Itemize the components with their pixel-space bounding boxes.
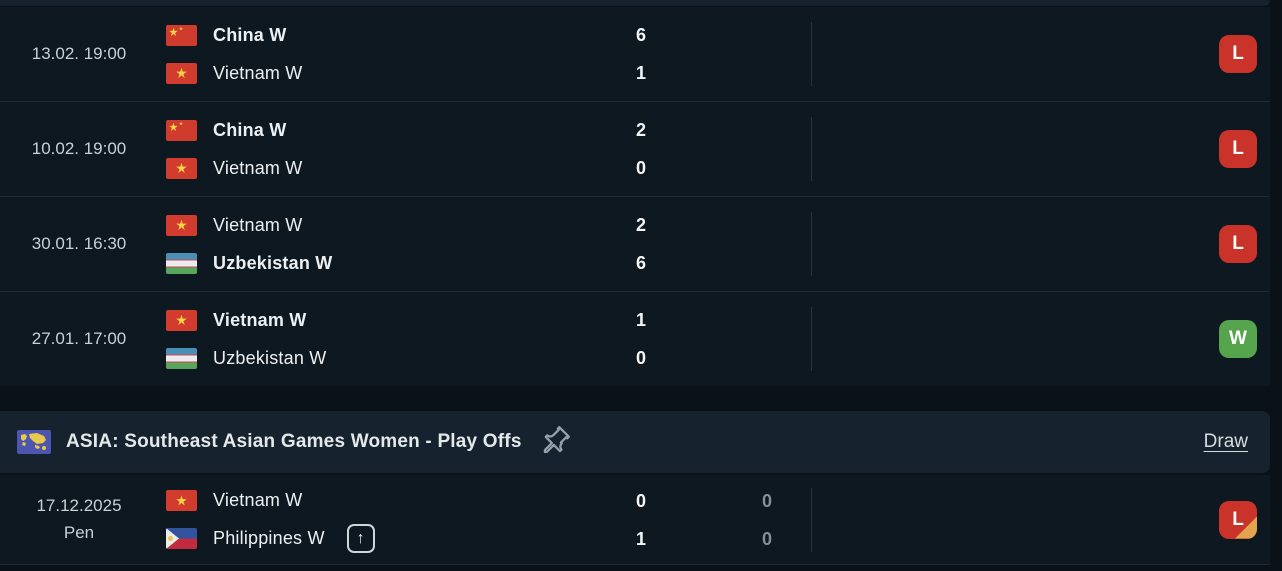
away-team-name: Uzbekistan W (213, 252, 333, 273)
home-team-name: Vietnam W (213, 490, 303, 510)
away-team-line: Vietnam W (166, 156, 611, 180)
away-secondary-score: 0 (761, 528, 772, 549)
result-column: L (812, 35, 1270, 73)
match-date: 10.02. 19:00 (31, 138, 127, 158)
pin-icon[interactable] (536, 424, 572, 460)
away-team-flag-icon (166, 528, 197, 549)
result-badge[interactable]: L (1219, 500, 1257, 539)
score-divider (811, 487, 812, 552)
away-score: 6 (635, 253, 646, 273)
home-score: 6 (635, 25, 646, 45)
results-list: 13.02. 19:00 China W Vietnam W 6 1 (0, 7, 1270, 386)
home-score: 1 (635, 310, 646, 330)
secondary-score-column (671, 332, 811, 346)
away-score: 1 (635, 528, 646, 549)
secondary-score-column: 0 0 (671, 489, 811, 551)
result-badge[interactable]: L (1219, 225, 1257, 263)
away-team-line: Philippines W ↑ (166, 524, 611, 553)
teams-column: Vietnam W Philippines W ↑ (158, 489, 611, 553)
teams-column: Vietnam W Uzbekistan W (158, 308, 611, 370)
secondary-score-column (671, 237, 811, 251)
away-team-name: Vietnam W (213, 62, 303, 83)
away-score: 1 (635, 63, 646, 83)
away-team-name: Philippines W (213, 528, 325, 548)
result-column: W (812, 320, 1270, 358)
away-team-flag-icon (166, 347, 197, 369)
result-badge[interactable]: L (1219, 35, 1257, 73)
home-team-line: China W (166, 23, 611, 47)
home-score: 0 (635, 490, 646, 511)
result-badge[interactable]: W (1219, 320, 1257, 358)
away-team-flag-icon (166, 252, 197, 274)
teams-column: China W Vietnam W (158, 23, 611, 85)
result-column: L (812, 130, 1270, 168)
draw-link[interactable]: Draw (1203, 431, 1248, 452)
home-score: 2 (635, 215, 646, 235)
home-team-flag-icon (166, 24, 197, 46)
home-team-flag-icon (166, 490, 197, 511)
home-team-flag-icon (166, 309, 197, 331)
teams-column: Vietnam W Uzbekistan W (158, 213, 611, 275)
score-divider (811, 22, 812, 86)
away-team-line: Uzbekistan W (166, 251, 611, 275)
score-divider (811, 307, 812, 371)
teams-column: China W Vietnam W (158, 118, 611, 180)
home-team-name: Vietnam W (213, 214, 303, 235)
section-gap (0, 386, 1282, 411)
league-title[interactable]: ASIA: Southeast Asian Games Women - Play… (66, 431, 522, 452)
away-team-flag-icon (166, 62, 197, 84)
away-score: 0 (635, 158, 646, 178)
match-date: 13.02. 19:00 (31, 43, 127, 63)
match-date: 27.01. 17:00 (31, 328, 127, 348)
home-team-name: China W (213, 119, 287, 140)
home-secondary-score: 0 (761, 490, 772, 511)
score-column: 2 6 (611, 213, 671, 275)
result-badge[interactable]: L (1219, 130, 1257, 168)
home-team-line: Vietnam W (166, 308, 611, 332)
score-column: 6 1 (611, 23, 671, 85)
result-column: L (812, 500, 1270, 539)
away-team-name: Vietnam W (213, 157, 303, 178)
asia-globe-icon (17, 430, 51, 454)
match-row[interactable]: 13.02. 19:00 China W Vietnam W 6 1 (0, 7, 1270, 101)
match-row[interactable]: 30.01. 16:30 Vietnam W Uzbekistan W 2 6 (0, 196, 1270, 291)
score-divider (811, 117, 812, 181)
match-date: 17.12.2025 Pen (0, 493, 158, 546)
home-score: 2 (635, 120, 646, 140)
score-column: 2 0 (611, 118, 671, 180)
home-team-name: China W (213, 24, 287, 45)
match-row[interactable]: 27.01. 17:00 Vietnam W Uzbekistan W 1 0 (0, 291, 1270, 386)
up-arrow-promoted-icon: ↑ (346, 524, 375, 553)
home-team-line: Vietnam W (166, 489, 611, 513)
home-team-name: Vietnam W (213, 309, 307, 330)
score-column: 1 0 (611, 308, 671, 370)
match-date-line2: Pen (63, 522, 95, 542)
home-team-line: Vietnam W (166, 213, 611, 237)
previous-section-band-edge (0, 0, 1270, 6)
match-row[interactable]: 10.02. 19:00 China W Vietnam W 2 0 (0, 101, 1270, 196)
league-header: ASIA: Southeast Asian Games Women - Play… (0, 411, 1270, 473)
result-column: L (812, 225, 1270, 263)
home-team-flag-icon (166, 119, 197, 141)
score-column: 0 1 (611, 489, 671, 551)
secondary-score-column (671, 47, 811, 61)
home-team-line: China W (166, 118, 611, 142)
away-team-flag-icon (166, 157, 197, 179)
away-score: 0 (635, 348, 646, 368)
away-team-line: Uzbekistan W (166, 346, 611, 370)
score-divider (811, 212, 812, 276)
results-list-playoffs: 17.12.2025 Pen Vietnam W Philippines W ↑… (0, 475, 1270, 565)
away-team-line: Vietnam W (166, 61, 611, 85)
match-row[interactable]: 17.12.2025 Pen Vietnam W Philippines W ↑… (0, 475, 1270, 564)
match-date-line1: 17.12.2025 (36, 496, 122, 516)
away-team-name: Uzbekistan W (213, 347, 327, 368)
match-date: 30.01. 16:30 (31, 233, 127, 253)
home-team-flag-icon (166, 214, 197, 236)
secondary-score-column (671, 142, 811, 156)
